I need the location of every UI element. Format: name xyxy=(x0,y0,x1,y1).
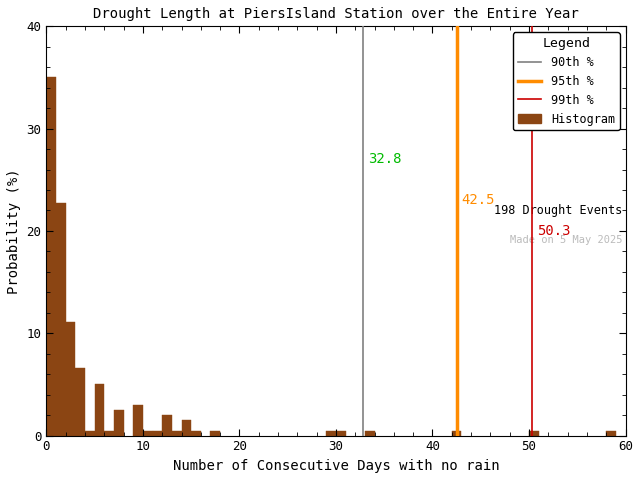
Bar xyxy=(95,384,104,436)
Bar xyxy=(76,368,85,436)
Bar xyxy=(365,431,374,436)
Text: 32.8: 32.8 xyxy=(368,152,401,167)
Bar xyxy=(606,431,616,436)
Bar xyxy=(162,415,172,436)
Bar xyxy=(152,431,162,436)
Bar xyxy=(452,431,461,436)
Legend: 90th %, 95th %, 99th %, Histogram: 90th %, 95th %, 99th %, Histogram xyxy=(513,32,620,130)
Bar xyxy=(133,405,143,436)
Text: Made on 5 May 2025: Made on 5 May 2025 xyxy=(510,235,623,245)
Bar xyxy=(182,420,191,436)
Bar xyxy=(191,431,201,436)
X-axis label: Number of Consecutive Days with no rain: Number of Consecutive Days with no rain xyxy=(173,459,499,473)
Bar xyxy=(85,431,95,436)
Bar xyxy=(56,204,66,436)
Bar xyxy=(46,77,56,436)
Bar xyxy=(104,431,114,436)
Bar xyxy=(143,431,152,436)
Bar xyxy=(326,431,336,436)
Y-axis label: Probability (%): Probability (%) xyxy=(7,168,21,294)
Title: Drought Length at PiersIsland Station over the Entire Year: Drought Length at PiersIsland Station ov… xyxy=(93,7,579,21)
Text: 50.3: 50.3 xyxy=(537,224,570,238)
Bar xyxy=(114,410,124,436)
Bar xyxy=(172,431,182,436)
Bar xyxy=(211,431,220,436)
Bar xyxy=(66,322,76,436)
Bar xyxy=(529,431,539,436)
Text: 198 Drought Events: 198 Drought Events xyxy=(495,204,623,217)
Text: 42.5: 42.5 xyxy=(461,193,495,207)
Bar xyxy=(336,431,346,436)
